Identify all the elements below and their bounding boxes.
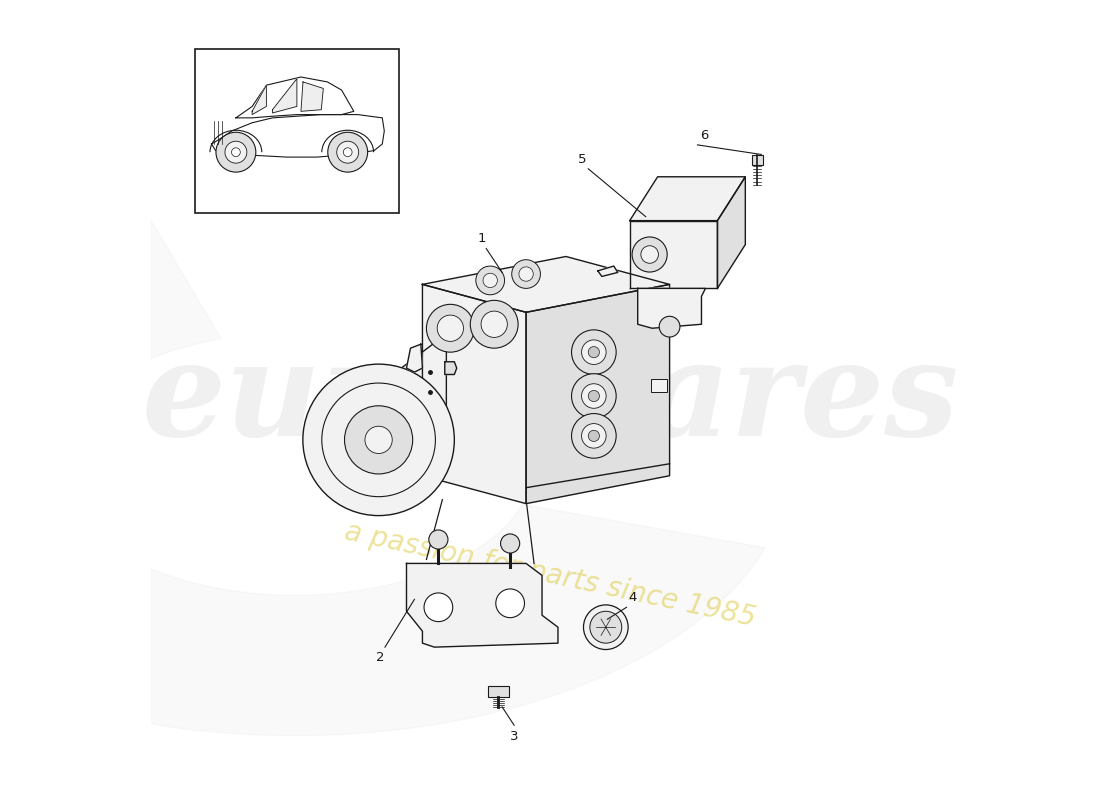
Bar [751,155,763,165]
Circle shape [572,414,616,458]
Circle shape [583,605,628,650]
Circle shape [588,390,600,402]
Polygon shape [0,206,764,736]
Circle shape [588,430,600,442]
Polygon shape [422,257,670,312]
Polygon shape [235,77,354,118]
Circle shape [519,267,534,282]
Circle shape [224,142,246,163]
Circle shape [302,364,454,515]
Circle shape [512,260,540,288]
Circle shape [582,340,606,365]
Circle shape [483,274,497,287]
Polygon shape [378,334,447,494]
Text: a passion for parts since 1985: a passion for parts since 1985 [342,518,758,633]
Circle shape [344,406,412,474]
Bar [651,379,668,392]
Circle shape [588,346,600,358]
Polygon shape [597,266,618,277]
Circle shape [632,237,668,272]
Circle shape [572,330,616,374]
Polygon shape [717,177,746,288]
Circle shape [365,426,393,454]
Text: 6: 6 [700,130,708,142]
Circle shape [429,530,448,549]
Circle shape [659,316,680,337]
Polygon shape [273,78,297,113]
Circle shape [641,246,659,263]
Text: 3: 3 [510,730,518,743]
Text: 4: 4 [628,591,637,604]
Polygon shape [526,285,670,504]
Circle shape [437,315,463,342]
Circle shape [500,534,519,553]
Bar [487,686,508,698]
Polygon shape [638,288,705,328]
Circle shape [481,311,507,338]
Polygon shape [629,221,717,288]
Text: eurospares: eurospares [141,335,959,465]
Circle shape [476,266,505,294]
Text: 2: 2 [376,651,384,664]
Text: 5: 5 [578,154,586,166]
Circle shape [582,423,606,448]
Circle shape [572,374,616,418]
Circle shape [496,589,525,618]
Polygon shape [252,85,266,114]
Circle shape [216,132,256,172]
Circle shape [424,593,453,622]
Polygon shape [211,114,384,157]
Circle shape [343,148,352,157]
Circle shape [328,132,367,172]
Circle shape [427,304,474,352]
Circle shape [231,148,240,157]
Polygon shape [407,563,558,647]
Polygon shape [629,177,746,221]
Polygon shape [444,362,456,374]
Circle shape [322,383,436,497]
Polygon shape [301,82,323,111]
Bar [195,50,398,213]
Circle shape [337,142,359,163]
Circle shape [582,384,606,408]
Text: 1: 1 [478,232,486,246]
Circle shape [590,611,621,643]
Circle shape [471,300,518,348]
Polygon shape [422,285,526,504]
Polygon shape [407,344,422,372]
